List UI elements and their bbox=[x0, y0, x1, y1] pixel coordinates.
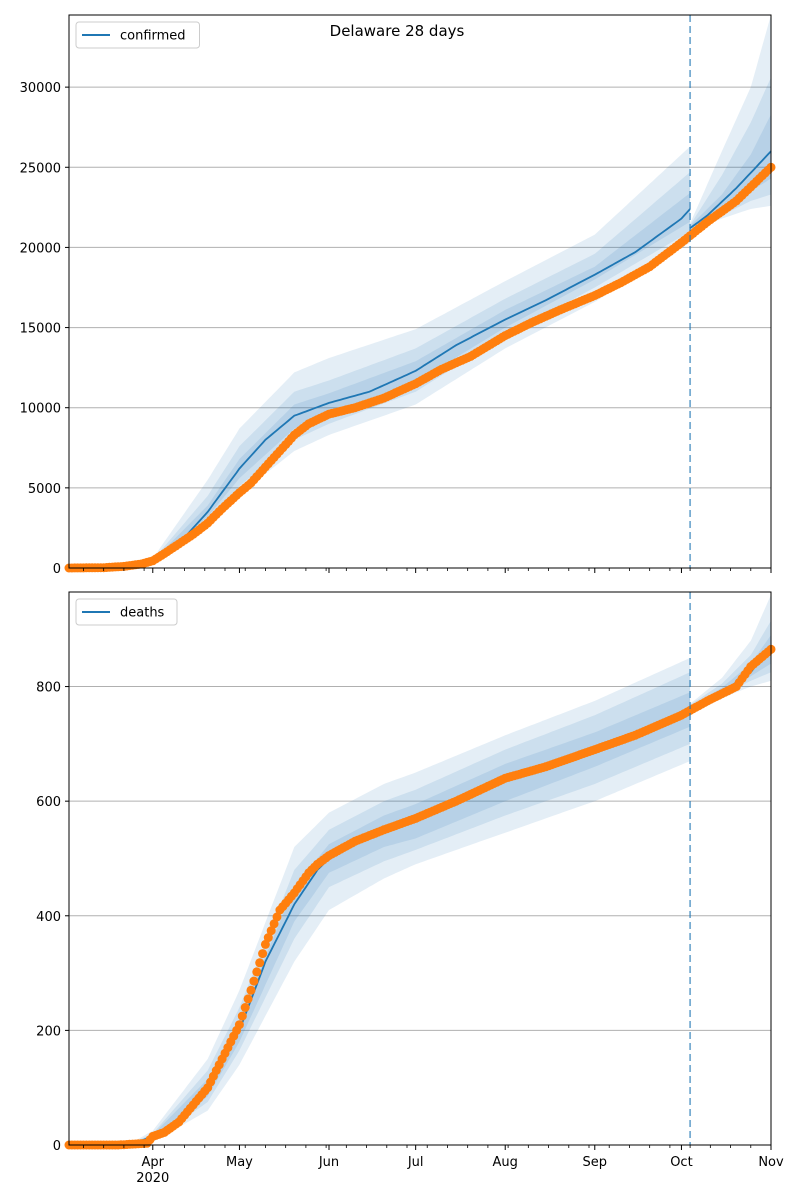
deaths-ytick-label: 0 bbox=[53, 1139, 61, 1154]
deaths-observed-point bbox=[258, 949, 268, 959]
deaths-fit-band bbox=[69, 692, 691, 1145]
deaths-observed-point bbox=[249, 976, 259, 986]
confirmed-legend: confirmed bbox=[75, 21, 200, 49]
confirmed-forecast-band bbox=[690, 114, 771, 229]
confirmed-panel: 0 5000 10000 15000 20000 25000 30000 confirmed bbox=[20, 14, 776, 577]
deaths-observed-point bbox=[234, 1020, 244, 1030]
confirmed-ytick-label: 5000 bbox=[28, 482, 61, 497]
chart-title: Delaware 28 days bbox=[330, 22, 465, 40]
deaths-observed-point bbox=[240, 1003, 250, 1012]
confirmed-fit-band bbox=[69, 192, 691, 568]
confirmed-legend-box bbox=[75, 21, 200, 49]
deaths-legend: deaths bbox=[75, 598, 178, 626]
xtick-label: Jun bbox=[318, 1155, 339, 1170]
deaths-observed-point bbox=[260, 939, 270, 949]
xtick-label: May bbox=[226, 1155, 253, 1170]
confirmed-ytick-label: 10000 bbox=[20, 402, 61, 417]
deaths-observed-point bbox=[246, 985, 256, 995]
confirmed-ytick-label: 0 bbox=[53, 562, 61, 577]
deaths-observed-point bbox=[269, 919, 279, 929]
deaths-fit-band bbox=[69, 672, 691, 1145]
confirmed-forecast-band bbox=[690, 15, 771, 232]
xtick-label: Nov bbox=[758, 1155, 784, 1170]
deaths-observed-point bbox=[243, 994, 253, 1004]
deaths-ytick-label: 600 bbox=[36, 795, 61, 810]
xtick-label: Apr bbox=[142, 1155, 165, 1170]
deaths-axes-frame bbox=[68, 591, 772, 1146]
confirmed-legend-label: confirmed bbox=[120, 29, 186, 44]
deaths-observed-point bbox=[255, 958, 265, 968]
deaths-observed-point bbox=[272, 912, 282, 922]
deaths-observed-point bbox=[266, 926, 276, 936]
deaths-forecast-band bbox=[690, 594, 771, 716]
deaths-ytick-label: 200 bbox=[36, 1024, 61, 1039]
deaths-observed-point bbox=[252, 967, 262, 977]
deaths-fit-band bbox=[69, 657, 691, 1145]
xtick-label: Jul bbox=[407, 1155, 424, 1170]
confirmed-axes-frame bbox=[68, 14, 772, 569]
deaths-observed-point bbox=[237, 1011, 247, 1021]
confirmed-fit-band bbox=[69, 146, 691, 568]
confirmed-ytick-label: 25000 bbox=[20, 161, 61, 176]
confirmed-forecast-line bbox=[689, 150, 772, 229]
confirmed-ytick-label: 20000 bbox=[20, 241, 61, 256]
xtick-label: Aug bbox=[493, 1155, 518, 1170]
deaths-observed-point bbox=[263, 933, 273, 943]
confirmed-fit-band bbox=[69, 172, 691, 568]
xtick-label: Oct bbox=[670, 1155, 692, 1170]
deaths-legend-label: deaths bbox=[120, 606, 165, 621]
deaths-legend-box bbox=[75, 598, 178, 626]
confirmed-ytick-label: 30000 bbox=[20, 81, 61, 96]
xtick-year-label: 2020 bbox=[136, 1171, 169, 1186]
deaths-ytick-label: 400 bbox=[36, 910, 61, 925]
xtick-label: Sep bbox=[583, 1155, 608, 1170]
confirmed-ytick-label: 15000 bbox=[20, 322, 61, 337]
deaths-ytick-label: 800 bbox=[36, 681, 61, 696]
